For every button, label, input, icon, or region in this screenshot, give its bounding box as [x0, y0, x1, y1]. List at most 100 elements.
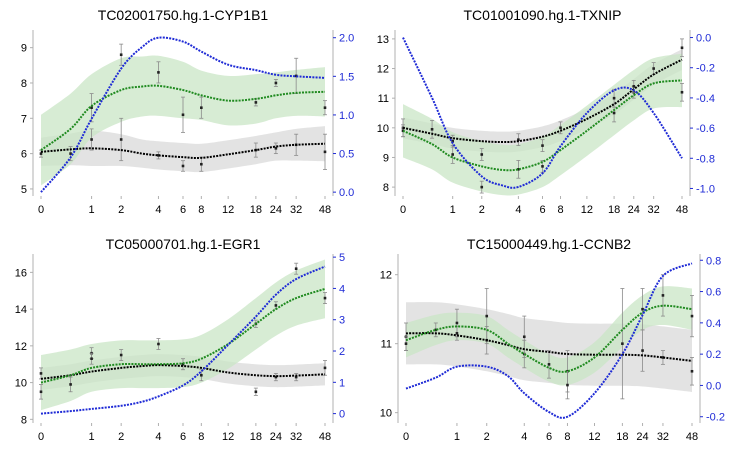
observation-point [480, 153, 484, 156]
x-tick-label: 6 [180, 431, 186, 443]
observation-point [547, 363, 551, 366]
confidence-band-green [41, 55, 325, 186]
x-tick-label: 1 [450, 204, 456, 216]
left-y-tick-label: 10 [377, 123, 389, 135]
observation-point [541, 165, 544, 168]
x-tick-label: 24 [628, 204, 640, 216]
x-tick-label: 6 [180, 204, 186, 216]
right-y-tick-label: -0.8 [696, 153, 715, 165]
observation-point [690, 314, 694, 318]
right-y-tick-label: -0.2 [696, 63, 715, 75]
observation-point [621, 342, 624, 345]
left-y-tick-label: 7 [21, 113, 27, 125]
observation-point [661, 294, 665, 297]
left-y-tick-label: 8 [21, 414, 27, 426]
x-tick-label: 8 [198, 431, 204, 443]
chart-title: TC02001750.hg.1-CYP1B1 [98, 7, 269, 23]
x-tick-label: 2 [118, 431, 124, 443]
observation-point [69, 152, 72, 155]
observation-point [690, 369, 694, 373]
confidence-band-black [41, 126, 325, 173]
left-y-tick-label: 12 [15, 341, 27, 353]
observation-point [404, 342, 408, 345]
series-line-green [405, 304, 693, 373]
right-y-tick-label: 1 [339, 377, 345, 389]
observation-point [200, 162, 203, 166]
x-tick-label: 0 [403, 431, 409, 443]
x-tick-label: 12 [222, 204, 234, 216]
series-line-black [405, 332, 693, 362]
x-tick-label: 48 [319, 431, 331, 443]
x-tick-label: 4 [515, 204, 521, 216]
right-y-tick-label: 2.0 [339, 33, 354, 45]
right-y-tick-label: 0.5 [339, 149, 354, 161]
observation-point [90, 357, 93, 361]
left-y-tick-label: 10 [380, 408, 392, 420]
x-tick-label: 18 [608, 204, 620, 216]
right-y-tick-label: 1.5 [339, 71, 354, 83]
observation-point [294, 375, 298, 379]
observation-point [157, 342, 160, 346]
x-tick-label: 24 [270, 431, 282, 443]
right-y-tick-label: 0.6 [706, 287, 721, 299]
series-line-green [40, 287, 326, 384]
left-y-tick-label: 6 [21, 149, 27, 161]
right-y-tick-label: 4 [339, 283, 345, 295]
x-tick-label: 8 [564, 431, 570, 443]
observation-point [323, 296, 327, 300]
observation-point [119, 53, 123, 57]
x-tick-label: 2 [484, 431, 490, 443]
series-line-blue [402, 37, 683, 189]
observation-point [661, 356, 665, 359]
chart-title: TC05000701.hg.1-EGR1 [106, 236, 261, 252]
observation-point [119, 138, 123, 141]
observation-point [612, 96, 616, 100]
observation-point [157, 71, 160, 74]
observation-point [641, 307, 644, 311]
x-tick-label: 24 [270, 204, 282, 216]
observation-point [200, 106, 203, 110]
observation-point [181, 113, 185, 117]
observation-point [680, 90, 684, 94]
x-tick-label: 48 [319, 204, 331, 216]
observation-point [181, 164, 185, 168]
observation-point [652, 67, 655, 70]
right-y-tick-label: 0 [339, 409, 345, 421]
x-tick-label: 2 [118, 204, 124, 216]
series-line-green [40, 84, 326, 151]
right-y-tick-label: -0.2 [706, 412, 725, 424]
right-y-tick-label: 0.4 [706, 318, 721, 330]
observation-point [274, 304, 278, 307]
chart-title: TC15000449.hg.1-CCNB2 [467, 236, 631, 252]
x-tick-label: 32 [657, 431, 669, 443]
right-y-tick-label: 0.0 [696, 33, 711, 45]
x-tick-label: 18 [250, 431, 262, 443]
x-tick-label: 18 [250, 204, 262, 216]
left-y-tick-label: 16 [15, 267, 27, 279]
left-y-tick-label: 14 [15, 304, 27, 316]
x-tick-label: 48 [686, 431, 698, 443]
right-y-tick-label: 0.8 [706, 255, 721, 267]
observation-point [517, 168, 520, 171]
x-tick-label: 2 [479, 204, 485, 216]
observation-point [39, 152, 43, 155]
x-tick-label: 12 [588, 431, 600, 443]
x-tick-label: 4 [155, 204, 161, 216]
right-y-tick-label: 0.0 [706, 380, 721, 392]
observation-point [90, 106, 93, 110]
observation-point [517, 138, 520, 141]
observation-point [632, 85, 636, 88]
observation-point [69, 383, 72, 386]
observation-point [274, 81, 278, 85]
observation-point [455, 332, 459, 335]
series-line-black [40, 142, 326, 160]
observation-point [157, 154, 160, 157]
observation-point [680, 46, 684, 50]
observation-point [434, 328, 438, 332]
left-y-tick-label: 8 [383, 182, 389, 194]
x-tick-label: 18 [616, 431, 628, 443]
